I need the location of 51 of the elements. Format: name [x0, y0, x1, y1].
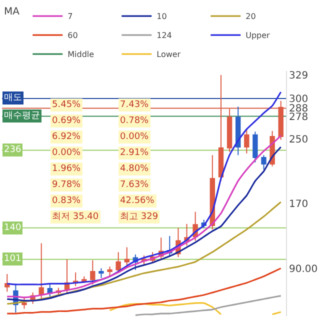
y-tick-label: 300 [289, 94, 308, 105]
annotation: 42.56% [120, 196, 155, 206]
legend-label: 10 [156, 12, 167, 22]
line-series [6, 91, 282, 286]
candlestick [90, 260, 96, 285]
candlestick [124, 246, 130, 268]
annotation: 0.78% [120, 116, 150, 126]
y-tick-label: 250 [289, 134, 308, 146]
candlestick [38, 242, 44, 300]
ref-line-label: 140 [4, 223, 22, 233]
annotation: 2.91% [120, 148, 150, 158]
annotation: 최고 329 [120, 212, 158, 222]
candlestick [261, 154, 266, 170]
annotation: 0.83% [52, 196, 82, 206]
y-tick-label: 278 [289, 112, 308, 123]
legend-title: MA [4, 6, 20, 18]
annotation: 7.63% [120, 180, 150, 190]
legend-label: Upper [246, 31, 271, 40]
candlestick [72, 272, 78, 287]
annotation: 최저 35.40 [52, 212, 99, 222]
y-tick-label: 170 [289, 199, 308, 210]
legend-label: 124 [156, 31, 172, 40]
annotation: 0.00% [120, 132, 150, 142]
ref-line-label: 101 [4, 254, 22, 264]
candlestick [22, 296, 27, 310]
legend-label: 20 [246, 12, 256, 22]
line-series [6, 267, 282, 314]
candlestick [107, 266, 112, 277]
annotation: 4.80% [120, 164, 150, 174]
ref-line-label: 236 [4, 145, 22, 155]
annotation: 5.45% [52, 100, 82, 110]
annotation: 9.78% [52, 180, 82, 190]
candlestick [4, 273, 10, 292]
candlestick [98, 268, 104, 278]
line-series [134, 294, 282, 316]
annotation: 7.43% [120, 100, 150, 110]
candlestick [252, 131, 258, 163]
ref-line-label: 매수평균 [4, 111, 40, 121]
candlestick [236, 106, 241, 156]
legend-label: 7 [68, 12, 73, 22]
legend-label: Lower [156, 50, 182, 60]
annotation: 0.00% [52, 148, 82, 158]
ref-line-label: 매도 [4, 93, 22, 103]
y-tick-label: 90.00 [289, 264, 318, 275]
annotation: 1.96% [52, 164, 82, 174]
legend-label: Middle [68, 50, 94, 60]
y-tick-label: 329 [289, 70, 308, 82]
annotation: 0.69% [52, 116, 82, 126]
legend-label: 60 [68, 31, 78, 40]
annotation: 6.92% [52, 132, 82, 142]
candlestick [244, 128, 250, 154]
